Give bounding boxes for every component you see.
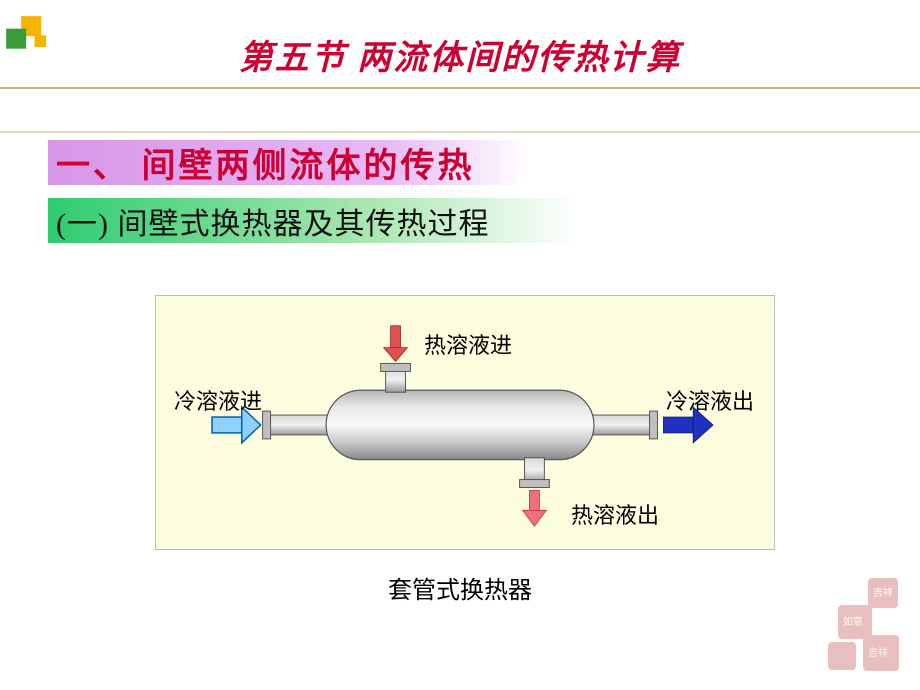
heat-exchanger-diagram: 热溶液进 冷溶液进 冷溶液出 热溶液出 bbox=[155, 295, 775, 550]
label-cold-out: 冷溶液出 bbox=[666, 384, 754, 416]
page-title: 第五节 两流体间的传热计算 bbox=[0, 30, 920, 79]
arrow-hot-out bbox=[523, 490, 547, 526]
section-heading-2-text: (一) 间壁式换热器及其传热过程 bbox=[56, 199, 489, 243]
section-heading-1-text: 一、 间壁两侧流体的传热 bbox=[56, 138, 475, 187]
label-cold-in: 冷溶液进 bbox=[174, 384, 262, 416]
section-heading-2: (一) 间壁式换热器及其传热过程 bbox=[48, 198, 578, 243]
svg-text:吉祥: 吉祥 bbox=[868, 646, 888, 659]
label-hot-out: 热溶液出 bbox=[571, 498, 659, 530]
top-rule bbox=[0, 85, 920, 91]
mid-rule bbox=[0, 130, 920, 134]
svg-text:如意: 如意 bbox=[843, 615, 863, 628]
arrow-hot-in bbox=[384, 326, 408, 362]
stamp-deco: 吉祥 如意 吉祥 bbox=[818, 570, 908, 680]
svg-text:吉祥: 吉祥 bbox=[873, 586, 893, 599]
diagram-caption: 套管式换热器 bbox=[0, 570, 920, 605]
label-hot-in: 热溶液进 bbox=[424, 328, 512, 360]
section-heading-1: 一、 间壁两侧流体的传热 bbox=[48, 140, 528, 185]
